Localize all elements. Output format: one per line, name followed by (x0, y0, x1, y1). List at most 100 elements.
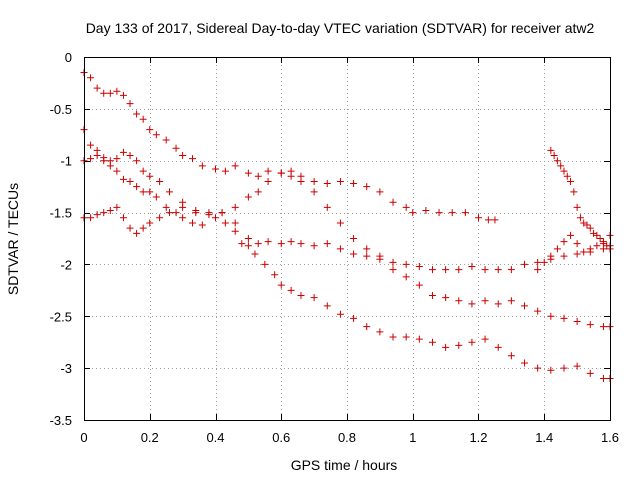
data-point (491, 216, 499, 224)
data-point (455, 266, 463, 274)
data-point (540, 258, 548, 266)
data-point (146, 126, 154, 134)
data-point (389, 266, 397, 274)
data-point (455, 341, 463, 349)
data-point (494, 343, 502, 351)
data-point (455, 297, 463, 305)
series-track-e (547, 146, 614, 253)
x-tick-label: 0.4 (206, 430, 224, 445)
data-point (93, 152, 101, 160)
data-point (264, 167, 272, 175)
data-point (277, 240, 285, 248)
data-point (547, 312, 555, 320)
data-point (205, 209, 213, 217)
data-point (560, 364, 568, 372)
data-point (599, 375, 607, 383)
data-point (106, 89, 114, 97)
data-point (428, 338, 436, 346)
data-point (363, 323, 371, 331)
data-point (139, 224, 147, 232)
data-point (534, 307, 542, 315)
data-point (297, 177, 305, 185)
data-point (231, 162, 239, 170)
data-point (402, 273, 410, 281)
data-point (534, 364, 542, 372)
data-point (547, 252, 555, 260)
data-point (468, 338, 476, 346)
data-point (494, 266, 502, 274)
data-point (133, 183, 141, 191)
data-point (133, 229, 141, 237)
data-point (350, 250, 358, 258)
data-point (271, 271, 279, 279)
data-point (113, 155, 121, 163)
data-point (244, 242, 252, 250)
data-point (521, 359, 529, 367)
y-tick-label: -1.5 (50, 206, 72, 221)
data-point (254, 172, 262, 180)
data-point (475, 214, 482, 222)
data-point (435, 209, 443, 217)
data-point (336, 310, 344, 318)
data-point (287, 238, 295, 246)
y-tick-label: -2.5 (50, 309, 72, 324)
data-point (580, 248, 588, 256)
data-point (238, 240, 246, 248)
y-tick-label: -0.5 (50, 102, 72, 117)
data-point (231, 227, 239, 235)
data-point (521, 260, 529, 268)
data-point (507, 297, 515, 305)
data-point (583, 221, 591, 229)
data-point (251, 250, 259, 258)
data-point (113, 87, 121, 95)
data-point (547, 366, 555, 374)
y-tick-label: -2 (60, 257, 72, 272)
data-point (573, 250, 581, 258)
data-point (481, 335, 489, 343)
data-point (221, 167, 229, 175)
data-point (198, 221, 206, 229)
data-point (165, 188, 173, 196)
data-point (448, 209, 456, 217)
data-point (119, 91, 127, 99)
data-point (376, 252, 384, 260)
data-point (87, 141, 95, 149)
data-point (428, 292, 436, 300)
series-track-c (80, 148, 614, 274)
x-axis-label: GPS time / hours (291, 457, 398, 473)
data-point (415, 281, 423, 289)
x-tick-label: 1.2 (469, 430, 487, 445)
data-point (113, 167, 121, 175)
axis-ticks (84, 57, 611, 421)
data-point (534, 266, 542, 274)
data-point (264, 238, 272, 246)
data-point (100, 89, 108, 97)
data-point (231, 219, 239, 227)
data-point (218, 209, 226, 217)
data-point (563, 172, 571, 180)
data-point (389, 198, 397, 206)
data-point (323, 180, 331, 188)
data-point (350, 180, 358, 188)
data-point (442, 294, 450, 302)
data-point (87, 155, 95, 163)
data-point (188, 155, 196, 163)
data-point (570, 188, 578, 196)
data-point (567, 231, 575, 239)
y-tick-label: -3 (60, 361, 72, 376)
data-point (277, 281, 285, 289)
data-point (244, 235, 252, 242)
data-point (557, 162, 565, 170)
y-tick-label: 0 (65, 50, 72, 65)
x-tick-label: 1.4 (535, 430, 553, 445)
data-point (560, 314, 568, 322)
data-point (553, 245, 561, 253)
x-tick-label: 1.6 (601, 430, 619, 445)
data-point (87, 74, 95, 82)
data-point (323, 302, 331, 310)
data-point (133, 110, 141, 118)
data-point (596, 235, 604, 242)
data-point (297, 292, 305, 300)
data-point (126, 177, 134, 185)
